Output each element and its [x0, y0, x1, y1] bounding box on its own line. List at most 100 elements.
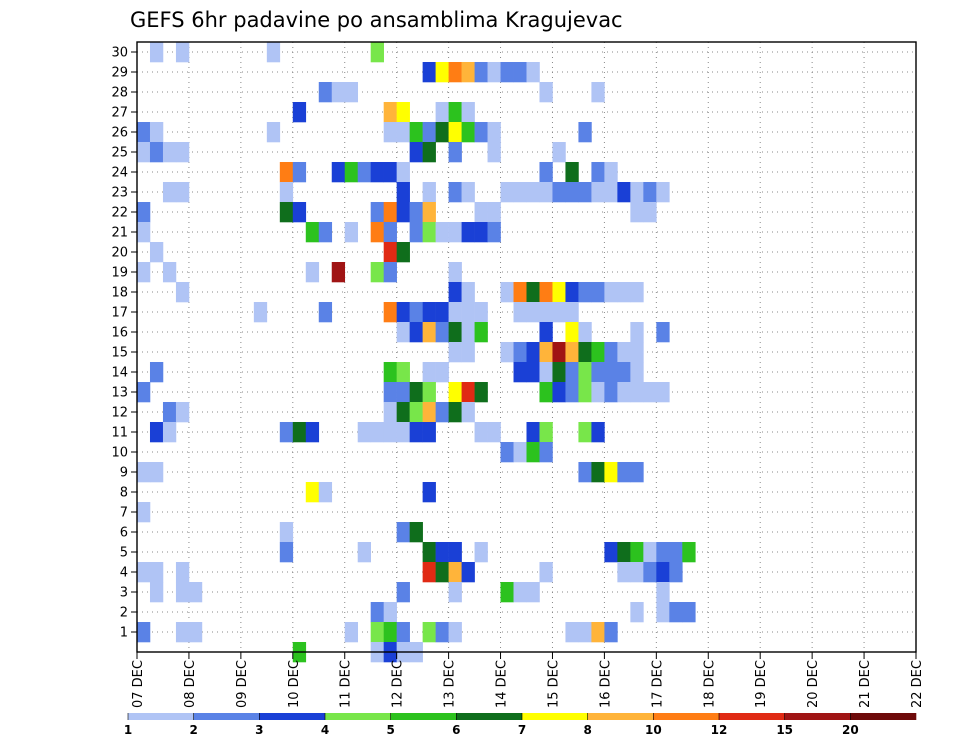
heatmap-cell — [344, 222, 359, 243]
heatmap-cell — [409, 302, 423, 323]
y-tick-label: 19 — [111, 266, 128, 281]
heatmap-cell — [175, 42, 190, 63]
heatmap-cell — [682, 602, 696, 623]
colorbar-swatch — [784, 713, 851, 720]
heatmap-cell — [422, 322, 436, 343]
heatmap-cell — [422, 422, 436, 443]
heatmap-cell — [474, 302, 488, 323]
heatmap-cell — [422, 402, 436, 423]
heatmap-cell — [396, 522, 410, 543]
heatmap-cell — [357, 542, 371, 563]
heatmap-cell — [500, 582, 514, 603]
heatmap-cell — [461, 222, 475, 243]
heatmap-cell — [656, 322, 670, 343]
heatmap-cell — [396, 182, 410, 203]
heatmap-cell — [357, 422, 371, 443]
heatmap-cell — [383, 242, 397, 263]
y-tick-label: 29 — [111, 66, 128, 81]
heatmap-cell — [435, 222, 449, 243]
y-tick-label: 21 — [111, 226, 128, 241]
x-tick-label: 11 DEC — [339, 660, 354, 708]
heatmap-cell — [305, 262, 320, 283]
heatmap-cell — [578, 462, 592, 483]
heatmap-cell — [591, 182, 605, 203]
heatmap-cell — [435, 122, 449, 143]
heatmap-cell — [513, 62, 527, 83]
heatmap-cell — [279, 182, 294, 203]
colorbar-label: 8 — [583, 723, 591, 737]
heatmap-cell — [539, 422, 553, 443]
heatmap-cell — [565, 342, 579, 363]
heatmap-cell — [448, 402, 462, 423]
heatmap-cell — [617, 342, 631, 363]
heatmap-cell — [396, 162, 410, 183]
heatmap-cell — [448, 342, 462, 363]
heatmap-cell — [409, 122, 423, 143]
heatmap-cell — [578, 422, 592, 443]
heatmap-cell — [604, 282, 618, 303]
chart-title: GEFS 6hr padavine po ansamblima Kragujev… — [130, 8, 623, 32]
heatmap-cell — [344, 82, 359, 103]
heatmap-cell — [682, 542, 696, 563]
heatmap-cell — [630, 362, 644, 383]
heatmap-cell — [292, 422, 307, 443]
heatmap-cell — [409, 522, 423, 543]
heatmap-cell — [656, 582, 670, 603]
heatmap-cell — [435, 302, 449, 323]
heatmap-cell — [383, 262, 397, 283]
heatmap-cell — [604, 362, 618, 383]
heatmap-cell — [396, 122, 410, 143]
heatmap-cell — [188, 582, 203, 603]
y-tick-label: 14 — [111, 366, 128, 381]
colorbar-swatch — [587, 713, 654, 720]
colorbar-label: 10 — [645, 723, 662, 737]
heatmap-cell — [422, 202, 436, 223]
heatmap-cell — [591, 462, 605, 483]
heatmap-cell — [370, 202, 384, 223]
heatmap-cell — [253, 302, 268, 323]
x-tick-label: 16 DEC — [598, 660, 613, 708]
heatmap-cell — [422, 382, 436, 403]
heatmap-cell — [448, 62, 462, 83]
heatmap-cell — [643, 202, 657, 223]
heatmap-cell — [448, 382, 462, 403]
y-tick-label: 25 — [111, 146, 128, 161]
heatmap-cell — [331, 82, 346, 103]
heatmap-cell — [448, 122, 462, 143]
y-tick-label: 5 — [120, 546, 128, 561]
y-tick-label: 15 — [111, 346, 128, 361]
heatmap-cell — [552, 142, 566, 163]
heatmap-cell — [526, 302, 540, 323]
heatmap-cell — [513, 342, 527, 363]
x-tick-label: 13 DEC — [443, 660, 458, 708]
heatmap-cell — [137, 502, 151, 523]
heatmap-cell — [578, 122, 592, 143]
heatmap-cell — [318, 302, 333, 323]
heatmap-cell — [305, 222, 320, 243]
heatmap-cell — [487, 202, 501, 223]
heatmap-cell — [409, 322, 423, 343]
heatmap-cell — [305, 422, 320, 443]
heatmap-cell — [487, 422, 501, 443]
heatmap-cell — [656, 182, 670, 203]
x-tick-label: 10 DEC — [287, 660, 302, 708]
heatmap-cell — [669, 562, 683, 583]
heatmap-cell — [422, 222, 436, 243]
heatmap-cell — [539, 302, 553, 323]
x-tick-label: 18 DEC — [702, 660, 717, 708]
heatmap-cell — [552, 342, 566, 363]
heatmap-cell — [461, 562, 475, 583]
heatmap-cell — [552, 362, 566, 383]
heatmap-cell — [656, 602, 670, 623]
heatmap-cell — [370, 622, 384, 643]
heatmap-cell — [565, 302, 579, 323]
heatmap-cell — [448, 622, 462, 643]
heatmap-cell — [422, 122, 436, 143]
heatmap-cell — [279, 522, 294, 543]
heatmap-cell — [188, 622, 203, 643]
heatmap-cell — [461, 62, 475, 83]
heatmap-cell — [539, 362, 553, 383]
heatmap-cell — [474, 542, 488, 563]
heatmap-cell — [513, 282, 527, 303]
heatmap-cell — [500, 62, 514, 83]
